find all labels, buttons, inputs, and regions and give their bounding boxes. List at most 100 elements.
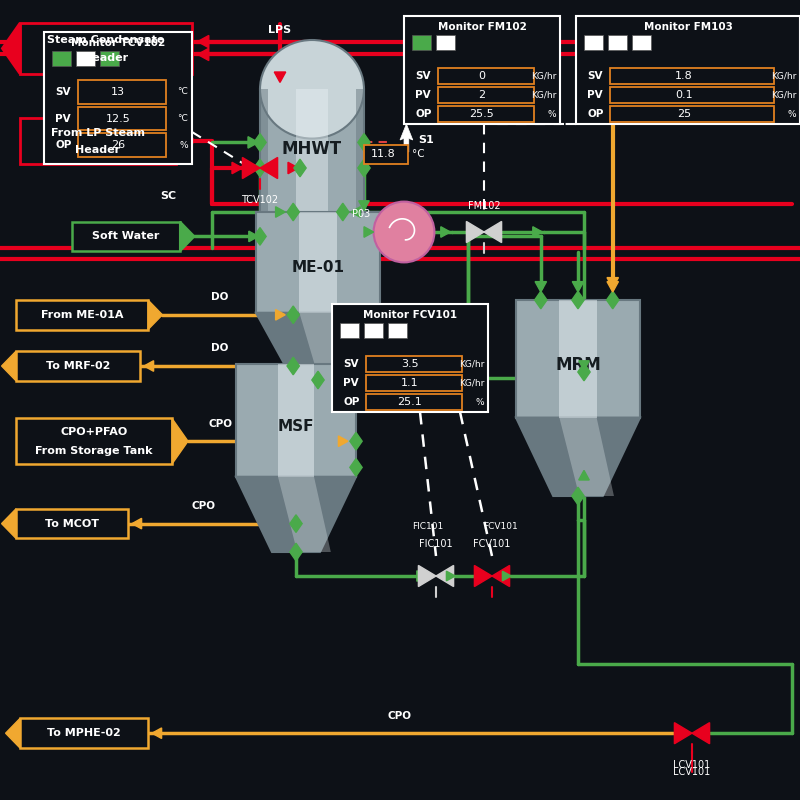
Polygon shape bbox=[578, 361, 590, 370]
Polygon shape bbox=[236, 364, 356, 477]
Polygon shape bbox=[198, 48, 209, 61]
Polygon shape bbox=[180, 222, 194, 251]
Polygon shape bbox=[20, 718, 148, 748]
Polygon shape bbox=[534, 291, 547, 309]
Text: 25.1: 25.1 bbox=[398, 397, 422, 407]
Text: 3.5: 3.5 bbox=[401, 359, 418, 369]
Polygon shape bbox=[275, 310, 285, 320]
Polygon shape bbox=[20, 23, 192, 74]
Polygon shape bbox=[232, 162, 242, 174]
Text: OP: OP bbox=[415, 109, 431, 119]
Polygon shape bbox=[417, 570, 426, 582]
Text: Soft Water: Soft Water bbox=[92, 231, 160, 242]
Text: SV: SV bbox=[415, 71, 430, 81]
Polygon shape bbox=[607, 278, 618, 288]
Text: CPO: CPO bbox=[208, 418, 232, 429]
Text: 25.5: 25.5 bbox=[470, 109, 494, 119]
Text: Steam Condensate: Steam Condensate bbox=[47, 35, 165, 46]
Polygon shape bbox=[632, 35, 651, 50]
Polygon shape bbox=[438, 106, 534, 122]
Text: From ME-01A: From ME-01A bbox=[41, 310, 123, 320]
Polygon shape bbox=[242, 158, 260, 178]
Polygon shape bbox=[198, 35, 209, 48]
Text: To MCOT: To MCOT bbox=[45, 518, 99, 529]
Polygon shape bbox=[366, 356, 462, 372]
Polygon shape bbox=[474, 566, 492, 586]
Text: LPS: LPS bbox=[269, 25, 291, 34]
Text: PV: PV bbox=[415, 90, 431, 100]
Polygon shape bbox=[484, 222, 502, 242]
Text: KG/hr: KG/hr bbox=[530, 90, 556, 99]
Polygon shape bbox=[418, 566, 436, 586]
Polygon shape bbox=[172, 418, 188, 464]
Polygon shape bbox=[78, 80, 166, 104]
Polygon shape bbox=[176, 118, 194, 164]
Text: FM102: FM102 bbox=[468, 201, 500, 210]
Text: Monitor TCV102: Monitor TCV102 bbox=[71, 38, 165, 48]
Polygon shape bbox=[356, 90, 364, 216]
Polygon shape bbox=[364, 323, 383, 338]
Polygon shape bbox=[256, 212, 380, 313]
Text: °C: °C bbox=[178, 87, 188, 97]
Polygon shape bbox=[299, 212, 337, 313]
Text: LCV101: LCV101 bbox=[674, 766, 710, 777]
Text: FCV101: FCV101 bbox=[474, 539, 510, 549]
Text: CPO: CPO bbox=[388, 710, 412, 721]
Polygon shape bbox=[16, 300, 148, 330]
Polygon shape bbox=[16, 351, 140, 381]
Polygon shape bbox=[294, 159, 306, 177]
Polygon shape bbox=[299, 313, 354, 380]
Text: SC: SC bbox=[160, 191, 176, 201]
Polygon shape bbox=[274, 72, 286, 82]
Polygon shape bbox=[572, 282, 584, 292]
Polygon shape bbox=[516, 300, 640, 418]
Text: 1.1: 1.1 bbox=[401, 378, 418, 388]
Text: Monitor FCV101: Monitor FCV101 bbox=[363, 310, 457, 320]
Polygon shape bbox=[275, 206, 285, 218]
Polygon shape bbox=[572, 291, 584, 309]
Text: 1.8: 1.8 bbox=[675, 71, 693, 81]
Text: 13: 13 bbox=[111, 87, 125, 97]
Text: To MPHE-02: To MPHE-02 bbox=[47, 728, 121, 738]
Polygon shape bbox=[610, 68, 774, 84]
Polygon shape bbox=[78, 107, 166, 130]
Polygon shape bbox=[287, 357, 299, 374]
Polygon shape bbox=[607, 282, 618, 292]
Polygon shape bbox=[350, 432, 362, 450]
Text: Header: Header bbox=[83, 53, 129, 63]
Polygon shape bbox=[296, 90, 328, 216]
Polygon shape bbox=[72, 222, 180, 251]
Text: 26: 26 bbox=[111, 140, 125, 150]
Polygon shape bbox=[559, 300, 597, 418]
Polygon shape bbox=[535, 282, 546, 292]
Polygon shape bbox=[332, 304, 488, 412]
Polygon shape bbox=[404, 16, 560, 124]
Polygon shape bbox=[606, 291, 619, 309]
Text: PV: PV bbox=[587, 90, 603, 100]
Polygon shape bbox=[692, 722, 710, 744]
Text: MHWT: MHWT bbox=[282, 140, 342, 158]
Polygon shape bbox=[287, 306, 299, 324]
Polygon shape bbox=[312, 371, 324, 389]
Text: TCV102: TCV102 bbox=[242, 194, 278, 205]
Polygon shape bbox=[254, 159, 266, 177]
Polygon shape bbox=[436, 35, 455, 50]
Text: SV: SV bbox=[587, 71, 602, 81]
Text: DO: DO bbox=[211, 292, 229, 302]
Polygon shape bbox=[254, 227, 266, 245]
Polygon shape bbox=[256, 313, 380, 380]
Polygon shape bbox=[502, 571, 511, 581]
Polygon shape bbox=[248, 137, 258, 148]
Polygon shape bbox=[16, 509, 128, 538]
Polygon shape bbox=[236, 477, 356, 552]
Text: Monitor FM102: Monitor FM102 bbox=[438, 22, 526, 32]
Polygon shape bbox=[533, 226, 542, 238]
Text: OP: OP bbox=[343, 397, 359, 407]
Polygon shape bbox=[364, 145, 408, 164]
Text: 2: 2 bbox=[478, 90, 485, 100]
Text: KG/hr: KG/hr bbox=[458, 378, 484, 387]
Polygon shape bbox=[288, 162, 298, 174]
Text: %: % bbox=[475, 398, 484, 406]
Text: From LP Steam: From LP Steam bbox=[51, 128, 145, 138]
Polygon shape bbox=[6, 718, 20, 748]
